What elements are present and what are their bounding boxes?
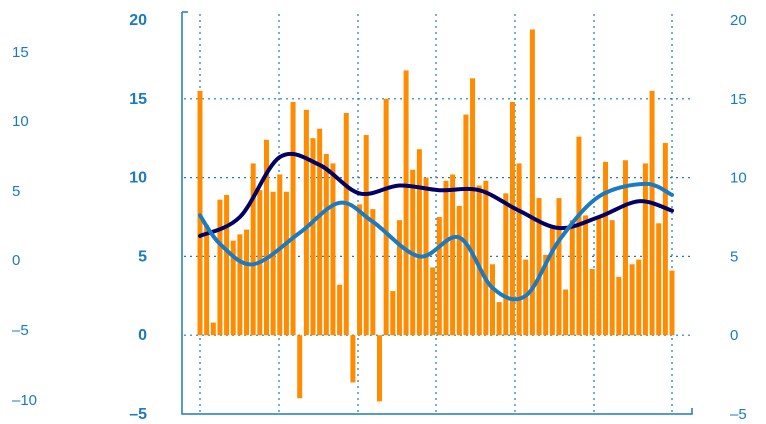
bar-28 bbox=[383, 98, 389, 336]
bar-71 bbox=[669, 270, 675, 336]
bar-10 bbox=[263, 139, 269, 336]
bar-14 bbox=[290, 101, 296, 336]
bar-42 bbox=[476, 185, 482, 336]
bar-33 bbox=[416, 149, 422, 336]
bar-20 bbox=[330, 163, 336, 336]
plot-frame bbox=[181, 12, 693, 415]
bar-21 bbox=[337, 284, 343, 336]
bar-11 bbox=[270, 191, 276, 336]
bar-27 bbox=[376, 335, 382, 402]
bar-16 bbox=[303, 109, 309, 336]
bar-56 bbox=[569, 220, 575, 336]
bar-60 bbox=[596, 217, 602, 336]
bar-1 bbox=[204, 224, 210, 336]
bar-51 bbox=[536, 198, 542, 336]
bar-17 bbox=[310, 138, 316, 336]
bar-23 bbox=[350, 335, 356, 383]
bar-40 bbox=[463, 114, 469, 336]
tick-labels: 20 15 10 5 0 –5 20 15 10 5 0 –5 15 10 5 0 –5 –10 bbox=[12, 12, 747, 423]
bar-63 bbox=[616, 276, 622, 336]
bar-43 bbox=[483, 180, 489, 336]
bars bbox=[197, 29, 675, 402]
outer-tick-label: 0 bbox=[12, 252, 20, 269]
bar-22 bbox=[343, 112, 349, 336]
bar-3 bbox=[217, 199, 223, 336]
bar-38 bbox=[450, 174, 456, 336]
bar-50 bbox=[529, 29, 535, 336]
bar-2 bbox=[210, 322, 216, 336]
bar-5 bbox=[230, 240, 236, 336]
bar-58 bbox=[583, 215, 589, 336]
bar-68 bbox=[649, 90, 655, 336]
bar-70 bbox=[662, 142, 668, 336]
bar-46 bbox=[503, 193, 509, 336]
bar-45 bbox=[496, 302, 502, 336]
right-tick-label: 5 bbox=[730, 248, 738, 265]
bar-59 bbox=[589, 269, 595, 336]
left-tick-label: 15 bbox=[129, 91, 147, 108]
bar-12 bbox=[277, 174, 283, 336]
bar-4 bbox=[224, 194, 230, 336]
bar-36 bbox=[436, 217, 442, 336]
bar-35 bbox=[430, 267, 436, 336]
bar-66 bbox=[636, 259, 642, 336]
bar-6 bbox=[237, 234, 243, 336]
bar-54 bbox=[556, 198, 562, 336]
bar-65 bbox=[629, 264, 635, 336]
left-tick-label: –5 bbox=[129, 406, 147, 423]
bar-48 bbox=[516, 163, 522, 336]
bar-41 bbox=[470, 78, 476, 336]
outer-tick-label: –5 bbox=[12, 322, 29, 339]
right-tick-label: 20 bbox=[730, 12, 747, 29]
bar-52 bbox=[543, 254, 549, 336]
bar-47 bbox=[509, 101, 515, 336]
bar-30 bbox=[396, 220, 402, 336]
bar-13 bbox=[283, 191, 289, 336]
bar-19 bbox=[323, 153, 329, 336]
series-line-dark bbox=[198, 151, 674, 238]
bar-18 bbox=[317, 128, 323, 336]
bar-37 bbox=[443, 180, 449, 336]
bar-24 bbox=[357, 204, 363, 336]
bar-61 bbox=[603, 161, 609, 336]
bar-31 bbox=[403, 70, 409, 336]
bar-7 bbox=[244, 229, 250, 336]
series-line-light bbox=[198, 181, 674, 302]
right-tick-label: –5 bbox=[730, 406, 747, 423]
bar-0 bbox=[197, 90, 203, 336]
left-tick-label: 0 bbox=[138, 327, 147, 344]
outer-tick-label: 5 bbox=[12, 183, 20, 200]
left-tick-label: 10 bbox=[129, 170, 147, 187]
bar-39 bbox=[456, 205, 462, 336]
outer-tick-label: –10 bbox=[12, 392, 37, 409]
bar-53 bbox=[549, 224, 555, 336]
bar-26 bbox=[370, 209, 376, 336]
outer-tick-label: 10 bbox=[12, 113, 29, 130]
bar-55 bbox=[563, 289, 569, 336]
bar-57 bbox=[576, 136, 582, 336]
bar-8 bbox=[250, 163, 256, 336]
bar-15 bbox=[297, 335, 303, 399]
left-tick-label: 5 bbox=[138, 248, 147, 265]
bar-67 bbox=[642, 163, 648, 336]
right-tick-label: 0 bbox=[730, 327, 738, 344]
right-tick-label: 15 bbox=[730, 91, 747, 108]
bar-44 bbox=[490, 264, 496, 336]
outer-tick-label: 15 bbox=[12, 44, 29, 61]
bar-64 bbox=[622, 160, 628, 336]
right-tick-label: 10 bbox=[730, 170, 747, 187]
bar-25 bbox=[363, 135, 369, 336]
bar-69 bbox=[656, 223, 662, 336]
bar-29 bbox=[390, 291, 396, 336]
left-tick-label: 20 bbox=[129, 12, 147, 29]
bar-62 bbox=[609, 220, 615, 336]
